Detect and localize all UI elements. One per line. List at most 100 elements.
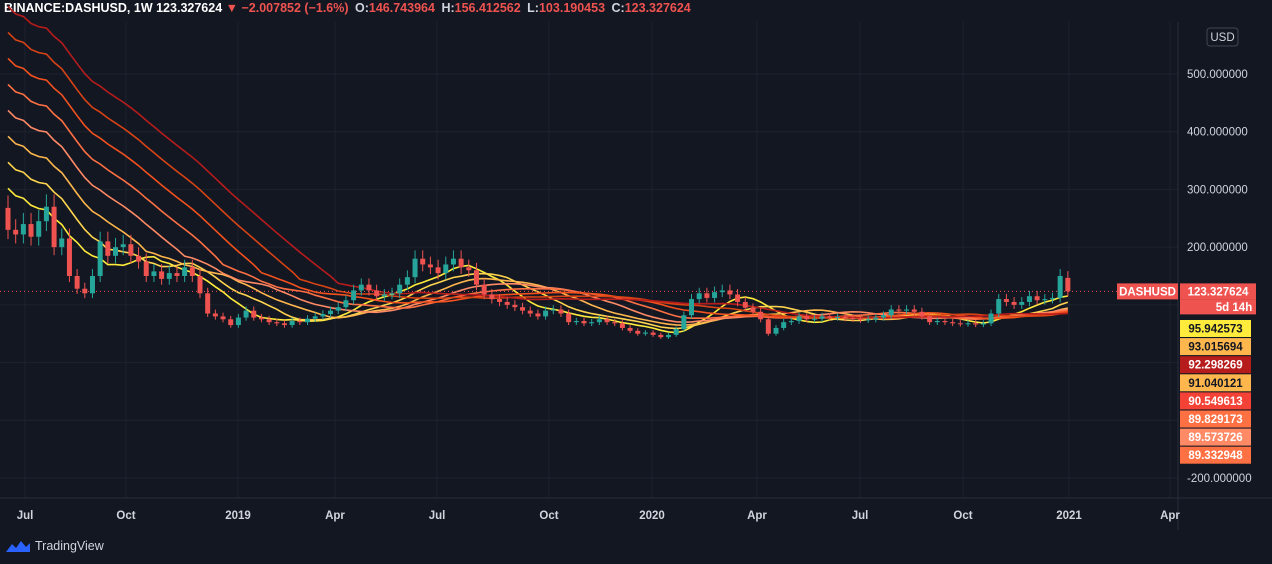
countdown-badge: 5d 14h bbox=[1180, 299, 1256, 315]
time-tick-label: Oct bbox=[539, 510, 558, 522]
candle bbox=[665, 332, 671, 339]
candle bbox=[351, 284, 357, 305]
moving-average-line bbox=[7, 57, 1068, 320]
candle bbox=[919, 307, 925, 320]
candle bbox=[896, 305, 902, 315]
candle bbox=[796, 312, 802, 324]
candle bbox=[965, 320, 971, 327]
last-price: 123.327624 bbox=[156, 1, 223, 15]
candle bbox=[435, 259, 441, 280]
last-price-badge: 123.327624 bbox=[1180, 283, 1256, 300]
candle bbox=[473, 262, 479, 291]
candle bbox=[197, 269, 203, 299]
candle bbox=[612, 318, 618, 327]
candle bbox=[550, 305, 556, 315]
candle bbox=[696, 287, 702, 304]
time-axis[interactable]: Jul Oct 2019 Apr Jul Oct 2020 Apr Jul Oct 2021 Apr bbox=[17, 510, 1181, 522]
candle bbox=[689, 294, 695, 319]
ribbon-value-badge: 92.298269 bbox=[1180, 356, 1251, 374]
candle bbox=[89, 269, 95, 299]
candle bbox=[489, 289, 495, 304]
price-tick-label: 200.000000 bbox=[1187, 242, 1248, 254]
candle bbox=[788, 317, 794, 325]
candle bbox=[397, 278, 403, 299]
ribbon-value-badge: 90.549613 bbox=[1180, 392, 1251, 410]
candle bbox=[366, 278, 372, 296]
ribbon-value-label: 95.942573 bbox=[1188, 324, 1242, 336]
candle bbox=[212, 309, 218, 320]
candles bbox=[5, 194, 1071, 339]
candle bbox=[988, 309, 994, 327]
candle bbox=[1065, 271, 1071, 297]
ribbon-value-label: 91.040121 bbox=[1188, 378, 1243, 390]
tradingview-brand[interactable]: TradingView bbox=[35, 539, 104, 553]
candle bbox=[827, 312, 833, 321]
chart-header: BINANCE:DASHUSD, 1W 123.327624 ▼ −2.0078… bbox=[4, 0, 691, 18]
price-axis[interactable]: 500.000000 400.000000 300.000000 200.000000… bbox=[1187, 69, 1252, 485]
candle bbox=[328, 306, 334, 318]
candle bbox=[113, 237, 119, 264]
symbol-title[interactable]: BINANCE:DASHUSD, 1W bbox=[4, 1, 153, 15]
close-value: 123.327624 bbox=[624, 1, 691, 15]
time-tick-label: Jul bbox=[852, 510, 869, 522]
candle bbox=[1042, 294, 1048, 305]
candle bbox=[857, 315, 863, 323]
candle bbox=[681, 311, 687, 332]
candle bbox=[504, 297, 510, 309]
candle bbox=[1019, 297, 1025, 309]
candle bbox=[182, 259, 188, 283]
candle bbox=[850, 314, 856, 322]
candle bbox=[143, 253, 149, 283]
candle bbox=[36, 209, 42, 246]
time-tick-label: 2020 bbox=[639, 510, 665, 522]
candle bbox=[20, 212, 26, 244]
price-badges: DASHUSD 123.327624 5d 14h 95.942573 93.01569… bbox=[1117, 283, 1256, 464]
candle bbox=[312, 312, 318, 322]
candle bbox=[174, 265, 180, 283]
candle bbox=[773, 325, 779, 336]
candle bbox=[136, 247, 142, 269]
time-tick-label: 2021 bbox=[1056, 510, 1082, 522]
candle bbox=[566, 309, 572, 325]
time-tick-label: Apr bbox=[747, 510, 767, 522]
candle bbox=[881, 311, 887, 321]
candle bbox=[1011, 297, 1017, 309]
candle bbox=[13, 219, 19, 244]
candle bbox=[189, 259, 195, 283]
candle bbox=[443, 256, 449, 280]
ribbon-value-label: 89.829173 bbox=[1188, 414, 1242, 426]
candle bbox=[28, 212, 34, 246]
ribbon-value-badge: 89.829173 bbox=[1180, 410, 1251, 428]
candle bbox=[727, 284, 733, 300]
candle bbox=[635, 328, 641, 336]
candle bbox=[804, 312, 810, 323]
candle bbox=[74, 269, 80, 294]
currency-button[interactable]: USD bbox=[1206, 27, 1239, 47]
candle bbox=[911, 305, 917, 316]
candle bbox=[320, 310, 326, 320]
candle bbox=[66, 228, 72, 283]
candle bbox=[973, 320, 979, 328]
candle bbox=[658, 332, 664, 339]
moving-average-line bbox=[7, 83, 1068, 321]
close-label: C: bbox=[611, 1, 625, 15]
candle bbox=[950, 318, 956, 327]
footer: TradingView bbox=[5, 536, 104, 556]
time-tick-label: Oct bbox=[953, 510, 972, 522]
candle bbox=[51, 194, 57, 256]
ribbon-value-badge: 89.332948 bbox=[1180, 446, 1251, 464]
symbol-badge-label: DASHUSD bbox=[1119, 286, 1176, 298]
candle bbox=[128, 234, 134, 264]
candle bbox=[512, 300, 518, 312]
candle bbox=[543, 306, 549, 320]
candle bbox=[996, 294, 1002, 317]
candle bbox=[151, 264, 157, 283]
last-price-badge-value: 123.327624 bbox=[1188, 286, 1249, 298]
time-tick-label: Oct bbox=[116, 510, 135, 522]
moving-average-ribbon bbox=[7, 5, 1069, 334]
countdown-badge-value: 5d 14h bbox=[1216, 302, 1252, 314]
price-chart[interactable]: Jul Oct 2019 Apr Jul Oct 2020 Apr Jul Oct 2021 Apr … bbox=[0, 0, 1272, 530]
candle bbox=[888, 305, 894, 319]
ribbon-value-label: 90.549613 bbox=[1188, 396, 1242, 408]
candle bbox=[404, 270, 410, 291]
